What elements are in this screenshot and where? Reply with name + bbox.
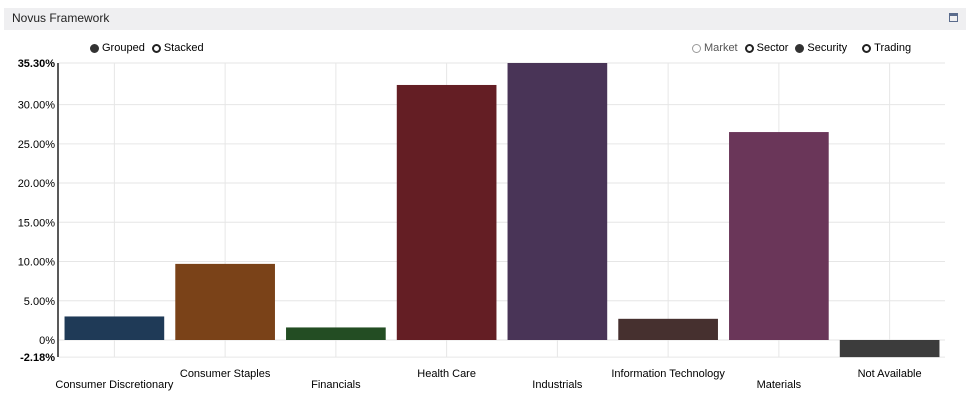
radio-empty-icon — [692, 43, 701, 53]
grouped-radio[interactable]: Grouped — [90, 42, 145, 54]
stacked-radio[interactable]: Stacked — [151, 42, 204, 54]
security-radio[interactable]: Security — [795, 42, 847, 54]
bar — [396, 84, 497, 340]
x-category-label: Consumer Staples — [180, 368, 271, 380]
radio-empty-icon — [862, 43, 872, 53]
maximize-icon[interactable] — [949, 13, 958, 22]
bar — [618, 318, 718, 340]
radio-filled-icon — [795, 43, 805, 53]
x-category-label: Industrials — [532, 379, 583, 391]
bar — [286, 327, 386, 340]
panel-header: Novus Framework — [4, 8, 966, 30]
sector-radio[interactable]: Sector — [744, 42, 789, 54]
sector-label: Sector — [756, 42, 789, 54]
radio-filled-icon — [90, 43, 99, 53]
x-category-label: Not Available — [858, 368, 922, 380]
trading-radio[interactable]: Trading — [862, 42, 911, 54]
x-category-label: Health Care — [417, 368, 476, 380]
market-radio[interactable]: Market — [692, 42, 738, 54]
bar — [729, 132, 829, 340]
bar — [64, 316, 165, 340]
y-tick-label: 35.30% — [18, 58, 56, 70]
view-toggle: Market Sector Security Trading — [692, 42, 918, 54]
x-category-label: Financials — [311, 379, 361, 391]
trading-label: Trading — [874, 42, 912, 54]
panel-title: Novus Framework — [12, 11, 110, 25]
y-tick-label: 0% — [39, 335, 55, 347]
x-category-label: Information Technology — [611, 368, 725, 380]
radio-empty-icon — [744, 43, 754, 53]
mode-toggle: Grouped Stacked — [90, 42, 211, 54]
bar — [839, 340, 940, 358]
security-label: Security — [807, 42, 848, 54]
y-tick-label: 30.00% — [18, 100, 56, 112]
radio-empty-icon — [151, 43, 161, 53]
bar — [175, 263, 275, 340]
y-tick-label: -2.18% — [20, 352, 55, 364]
y-tick-label: 20.00% — [18, 178, 56, 190]
x-category-label: Materials — [757, 379, 802, 391]
y-tick-label: 10.00% — [18, 257, 56, 269]
y-tick-label: 5.00% — [24, 296, 55, 308]
bar — [507, 63, 608, 340]
market-label: Market — [704, 42, 738, 54]
stacked-label: Stacked — [163, 42, 204, 54]
y-tick-label: 15.00% — [18, 217, 56, 229]
grouped-label: Grouped — [102, 42, 145, 54]
y-tick-label: 25.00% — [18, 139, 56, 151]
x-category-label: Consumer Discretionary — [55, 379, 173, 391]
